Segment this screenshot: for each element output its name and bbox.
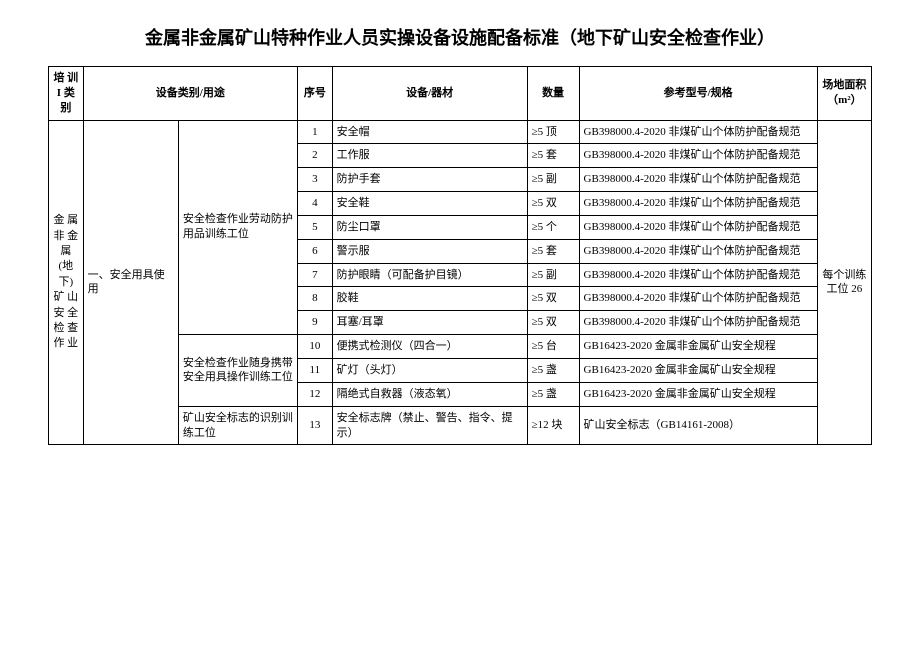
qty-cell: ≥5 双 bbox=[527, 287, 579, 311]
seq-cell: 5 bbox=[298, 215, 333, 239]
item-cell: 矿灯（头灯） bbox=[332, 358, 527, 382]
seq-cell: 9 bbox=[298, 311, 333, 335]
category-cell: 金 属 非 金 属(地 下)矿 山 安 全 检 查 作 业 bbox=[49, 120, 84, 445]
item-cell: 安全标志牌（禁止、警告、指令、提示） bbox=[332, 406, 527, 445]
position-cell: 矿山安全标志的识别训练工位 bbox=[178, 406, 297, 445]
seq-cell: 3 bbox=[298, 168, 333, 192]
qty-cell: ≥5 副 bbox=[527, 263, 579, 287]
qty-cell: ≥5 双 bbox=[527, 311, 579, 335]
spec-cell: GB16423-2020 金属非金属矿山安全规程 bbox=[579, 335, 817, 359]
qty-cell: ≥5 盏 bbox=[527, 382, 579, 406]
th-area: 场地面积（m²） bbox=[817, 67, 871, 121]
item-cell: 胶鞋 bbox=[332, 287, 527, 311]
spec-cell: GB398000.4-2020 非煤矿山个体防护配备规范 bbox=[579, 144, 817, 168]
spec-cell: 矿山安全标志（GB14161-2008） bbox=[579, 406, 817, 445]
seq-cell: 7 bbox=[298, 263, 333, 287]
standards-table: 培 训 I 类别 设备类别/用途 序号 设备/器材 数量 参考型号/规格 场地面… bbox=[48, 66, 872, 445]
seq-cell: 8 bbox=[298, 287, 333, 311]
qty-cell: ≥5 套 bbox=[527, 239, 579, 263]
seq-cell: 11 bbox=[298, 358, 333, 382]
spec-cell: GB398000.4-2020 非煤矿山个体防护配备规范 bbox=[579, 239, 817, 263]
position-cell: 安全检查作业随身携带安全用具操作训练工位 bbox=[178, 335, 297, 407]
table-header-row: 培 训 I 类别 设备类别/用途 序号 设备/器材 数量 参考型号/规格 场地面… bbox=[49, 67, 872, 121]
item-cell: 工作服 bbox=[332, 144, 527, 168]
th-quantity: 数量 bbox=[527, 67, 579, 121]
seq-cell: 13 bbox=[298, 406, 333, 445]
qty-cell: ≥5 套 bbox=[527, 144, 579, 168]
position-cell: 安全检查作业劳动防护用品训练工位 bbox=[178, 120, 297, 335]
spec-cell: GB398000.4-2020 非煤矿山个体防护配备规范 bbox=[579, 120, 817, 144]
qty-cell: ≥5 副 bbox=[527, 168, 579, 192]
spec-cell: GB16423-2020 金属非金属矿山安全规程 bbox=[579, 358, 817, 382]
area-cell: 每个训练工位 26 bbox=[817, 120, 871, 445]
spec-cell: GB398000.4-2020 非煤矿山个体防护配备规范 bbox=[579, 287, 817, 311]
spec-cell: GB398000.4-2020 非煤矿山个体防护配备规范 bbox=[579, 168, 817, 192]
qty-cell: ≥12 块 bbox=[527, 406, 579, 445]
seq-cell: 6 bbox=[298, 239, 333, 263]
th-category: 培 训 I 类别 bbox=[49, 67, 84, 121]
item-cell: 隔绝式自救器（液态氧） bbox=[332, 382, 527, 406]
th-seq: 序号 bbox=[298, 67, 333, 121]
item-cell: 警示服 bbox=[332, 239, 527, 263]
qty-cell: ≥5 个 bbox=[527, 215, 579, 239]
spec-cell: GB398000.4-2020 非煤矿山个体防护配备规范 bbox=[579, 311, 817, 335]
section-cell: 一、安全用具使用 bbox=[83, 120, 178, 445]
seq-cell: 4 bbox=[298, 192, 333, 216]
th-type-use: 设备类别/用途 bbox=[83, 67, 297, 121]
item-cell: 耳塞/耳罩 bbox=[332, 311, 527, 335]
seq-cell: 1 bbox=[298, 120, 333, 144]
qty-cell: ≥5 盏 bbox=[527, 358, 579, 382]
spec-cell: GB398000.4-2020 非煤矿山个体防护配备规范 bbox=[579, 192, 817, 216]
th-spec: 参考型号/规格 bbox=[579, 67, 817, 121]
qty-cell: ≥5 顶 bbox=[527, 120, 579, 144]
seq-cell: 2 bbox=[298, 144, 333, 168]
item-cell: 防尘口罩 bbox=[332, 215, 527, 239]
th-equipment: 设备/器材 bbox=[332, 67, 527, 121]
spec-cell: GB16423-2020 金属非金属矿山安全规程 bbox=[579, 382, 817, 406]
qty-cell: ≥5 双 bbox=[527, 192, 579, 216]
spec-cell: GB398000.4-2020 非煤矿山个体防护配备规范 bbox=[579, 263, 817, 287]
item-cell: 防护手套 bbox=[332, 168, 527, 192]
document-title: 金属非金属矿山特种作业人员实操设备设施配备标准（地下矿山安全检查作业） bbox=[48, 24, 872, 50]
seq-cell: 10 bbox=[298, 335, 333, 359]
qty-cell: ≥5 台 bbox=[527, 335, 579, 359]
item-cell: 安全鞋 bbox=[332, 192, 527, 216]
item-cell: 安全帽 bbox=[332, 120, 527, 144]
table-row: 金 属 非 金 属(地 下)矿 山 安 全 检 查 作 业 一、安全用具使用 安… bbox=[49, 120, 872, 144]
seq-cell: 12 bbox=[298, 382, 333, 406]
spec-cell: GB398000.4-2020 非煤矿山个体防护配备规范 bbox=[579, 215, 817, 239]
item-cell: 防护眼睛（可配备护目镜） bbox=[332, 263, 527, 287]
item-cell: 便携式检测仪（四合一） bbox=[332, 335, 527, 359]
